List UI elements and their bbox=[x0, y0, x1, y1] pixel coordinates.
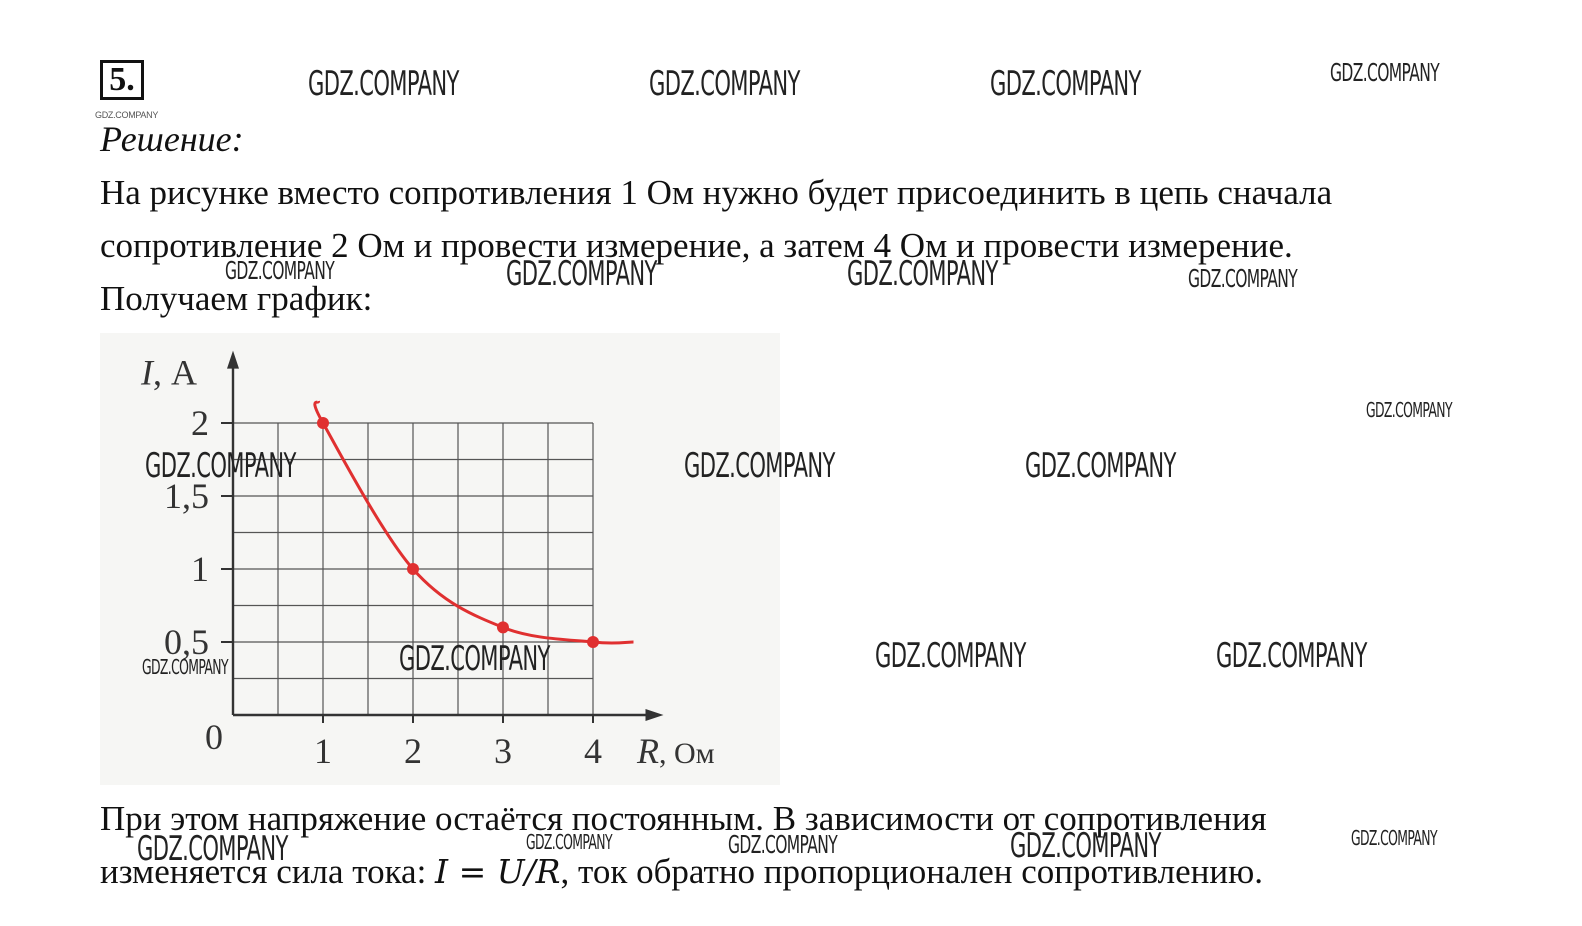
paragraph1-line3: Получаем график: bbox=[100, 279, 373, 318]
watermark: GDZ.COMPANY bbox=[399, 639, 550, 679]
watermark: GDZ.COMPANY bbox=[684, 446, 835, 486]
watermark: GDZ.COMPANY bbox=[1025, 446, 1176, 486]
data-point bbox=[587, 636, 599, 648]
paragraph2-line2-suffix: , ток обратно пропорционален сопротивлен… bbox=[560, 852, 1264, 891]
y-tick-label: 2 bbox=[191, 403, 209, 443]
paragraph1-line1: На рисунке вместо сопротивления 1 Ом нуж… bbox=[100, 173, 1333, 212]
x-tick-label: 1 bbox=[314, 731, 332, 771]
watermark: GDZ.COMPANY bbox=[1351, 826, 1438, 850]
watermark: GDZ.COMPANY bbox=[649, 64, 800, 104]
y-tick-label: 1 bbox=[191, 549, 209, 589]
current-curve bbox=[313, 400, 634, 645]
chart-curve bbox=[313, 400, 634, 645]
watermark: GDZ.COMPANY bbox=[990, 64, 1141, 104]
y-axis-title: I, А bbox=[140, 353, 197, 393]
watermark: GDZ.COMPANY bbox=[1188, 264, 1298, 293]
x-axis-var: R bbox=[636, 731, 659, 771]
watermark: GDZ.COMPANY bbox=[526, 830, 613, 854]
x-axis-title: R, Ом bbox=[636, 731, 715, 771]
watermark: GDZ.COMPANY bbox=[225, 256, 335, 285]
ohms-law-formula: I = U/R bbox=[435, 852, 561, 891]
paragraph1-line2: сопротивление 2 Ом и провести измерение,… bbox=[100, 226, 1293, 265]
watermark: GDZ.COMPANY bbox=[875, 636, 1026, 676]
x-tick-label: 4 bbox=[584, 731, 602, 771]
chart-labels: 1 2 3 4 0,5 1 1,5 2 0 I, А R, Ом bbox=[140, 353, 715, 771]
data-point bbox=[407, 563, 419, 575]
watermark: GDZ.COMPANY bbox=[506, 254, 657, 294]
chart-points bbox=[317, 417, 599, 648]
watermark: GDZ.COMPANY bbox=[1366, 398, 1453, 422]
y-tick-label: 1,5 bbox=[164, 476, 209, 516]
task-number: 5. bbox=[100, 60, 144, 100]
paragraph2-line1: При этом напряжение остаётся постоянным.… bbox=[100, 799, 1267, 838]
x-tick-label: 2 bbox=[404, 731, 422, 771]
data-point bbox=[317, 417, 329, 429]
watermark: GDZ.COMPANY bbox=[308, 64, 459, 104]
watermark: GDZ.COMPANY bbox=[1330, 58, 1440, 87]
chart-axes bbox=[221, 350, 664, 723]
y-axis-unit: , А bbox=[153, 353, 197, 393]
watermark: GDZ.COMPANY bbox=[137, 829, 288, 869]
watermark: GDZ.COMPANY bbox=[728, 830, 838, 859]
chart-grid bbox=[233, 422, 594, 715]
x-axis-unit: , Ом bbox=[659, 737, 715, 770]
tiny-watermark: GDZ.COMPANY bbox=[95, 110, 159, 120]
chart-svg: 1 2 3 4 0,5 1 1,5 2 0 I, А R, Ом bbox=[140, 350, 715, 771]
watermark: GDZ.COMPANY bbox=[1010, 826, 1161, 866]
watermark: GDZ.COMPANY bbox=[145, 446, 296, 486]
paragraph2-line2: изменяется сила тока: I = U/R, ток обрат… bbox=[100, 845, 1263, 898]
watermark: GDZ.COMPANY bbox=[1216, 636, 1367, 676]
origin-label: 0 bbox=[205, 717, 223, 757]
y-axis-var: I bbox=[140, 353, 155, 393]
watermark: GDZ.COMPANY bbox=[847, 254, 998, 294]
solution-heading: Решение: bbox=[100, 119, 244, 159]
x-tick-label: 3 bbox=[494, 731, 512, 771]
current-vs-resistance-chart: 1 2 3 4 0,5 1 1,5 2 0 I, А R, Ом bbox=[100, 333, 780, 785]
y-tick-label: 0,5 bbox=[164, 622, 209, 662]
paragraph2-line2-prefix: изменяется сила тока: bbox=[100, 852, 436, 891]
watermark: GDZ.COMPANY bbox=[142, 655, 229, 679]
data-point bbox=[497, 621, 509, 634]
x-axis-arrow bbox=[645, 709, 664, 721]
y-axis-arrow bbox=[227, 350, 239, 369]
